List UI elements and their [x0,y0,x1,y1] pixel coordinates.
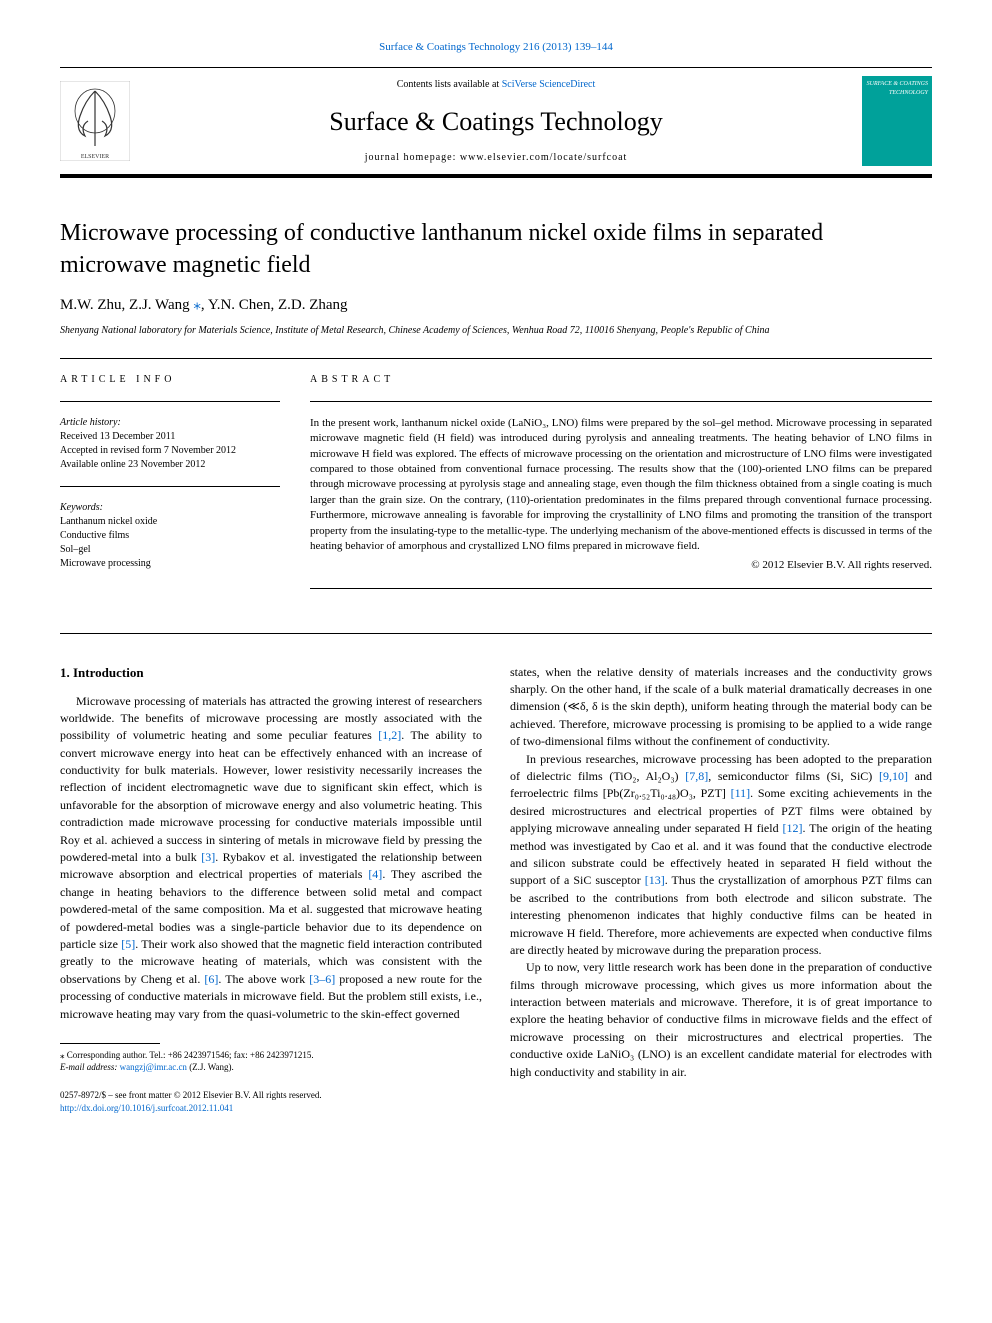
article-info-heading: ARTICLE INFO [60,373,280,387]
body-paragraph: In previous researches, microwave proces… [510,751,932,960]
citation-link[interactable]: [9,10] [879,769,908,783]
citation-link[interactable]: [5] [121,937,135,951]
citation-link[interactable]: [3] [201,850,215,864]
issn-line: 0257-8972/$ – see front matter © 2012 El… [60,1089,482,1102]
citation-link[interactable]: [3–6] [309,972,335,986]
body-paragraph: states, when the relative density of mat… [510,664,932,751]
left-column: 1. Introduction Microwave processing of … [60,664,482,1116]
title-section: Microwave processing of conductive lanth… [60,218,932,337]
divider [60,358,932,359]
homepage-prefix: journal homepage: [365,152,460,163]
abstract-heading: ABSTRACT [310,373,932,387]
body-two-column: 1. Introduction Microwave processing of … [60,664,932,1116]
info-abstract-row: ARTICLE INFO Article history: Received 1… [60,373,932,603]
section-heading: 1. Introduction [60,664,482,683]
keyword: Conductive films [60,529,280,543]
header-bar: ELSEVIER Contents lists available at Sci… [60,67,932,178]
divider [310,588,932,589]
page-container: Surface & Coatings Technology 216 (2013)… [0,0,992,1155]
elsevier-logo: ELSEVIER [60,81,130,161]
text-run: . The ability to convert microwave energ… [60,728,482,864]
authors-first: M.W. Zhu, Z.J. Wang [60,297,190,313]
article-info-column: ARTICLE INFO Article history: Received 1… [60,373,280,603]
citation-link[interactable]: [12] [782,821,802,835]
body-paragraph: Microwave processing of materials has at… [60,693,482,1023]
right-column: states, when the relative density of mat… [510,664,932,1116]
abstract-text: In the present work, lanthanum nickel ox… [310,416,932,555]
email-line: E-mail address: wangzj@imr.ac.cn (Z.J. W… [60,1062,482,1074]
authors-rest: , Y.N. Chen, Z.D. Zhang [201,297,348,313]
homepage-url: www.elsevier.com/locate/surfcoat [460,152,627,163]
available-date: Available online 23 November 2012 [60,458,280,472]
corresponding-footnote: ⁎ Corresponding author. Tel.: +86 242397… [60,1050,482,1073]
divider [60,486,280,487]
keyword: Microwave processing [60,557,280,571]
abstract-copyright: © 2012 Elsevier B.V. All rights reserved… [310,558,932,573]
contents-line: Contents lists available at SciVerse Sci… [130,78,862,92]
text-run: , semiconductor films (Si, SiC) [708,769,879,783]
body-paragraph: Up to now, very little research work has… [510,959,932,1081]
doi-link[interactable]: http://dx.doi.org/10.1016/j.surfcoat.201… [60,1103,233,1113]
journal-citation-link[interactable]: Surface & Coatings Technology 216 (2013)… [379,41,613,53]
citation-link[interactable]: [7,8] [685,769,708,783]
corresponding-mark: ⁎ [193,297,201,313]
keyword: Sol–gel [60,543,280,557]
history-label: Article history: [60,416,280,430]
keywords-label: Keywords: [60,501,280,515]
journal-name: Surface & Coatings Technology [130,104,862,140]
divider [310,401,932,402]
sciverse-link[interactable]: SciVerse ScienceDirect [502,79,596,90]
divider [60,401,280,402]
email-label: E-mail address: [60,1062,120,1072]
email-suffix: (Z.J. Wang). [187,1062,234,1072]
citation-link[interactable]: [1,2] [378,728,401,742]
svg-text:ELSEVIER: ELSEVIER [81,154,109,160]
journal-citation: Surface & Coatings Technology 216 (2013)… [60,40,932,55]
citation-link[interactable]: [4] [368,867,382,881]
header-center: Contents lists available at SciVerse Sci… [130,78,862,164]
text-run: . The above work [218,972,309,986]
abstract-column: ABSTRACT In the present work, lanthanum … [310,373,932,603]
bottom-meta: 0257-8972/$ – see front matter © 2012 El… [60,1089,482,1115]
divider [60,633,932,634]
citation-link[interactable]: [11] [731,786,751,800]
contents-prefix: Contents lists available at [397,79,502,90]
homepage-line: journal homepage: www.elsevier.com/locat… [130,151,862,165]
elsevier-tree-icon: ELSEVIER [60,81,130,161]
received-date: Received 13 December 2011 [60,430,280,444]
citation-link[interactable]: [13] [645,873,665,887]
journal-cover-thumbnail: SURFACE & COATINGS TECHNOLOGY [862,76,932,166]
article-title: Microwave processing of conductive lanth… [60,218,932,280]
corr-author-line: ⁎ Corresponding author. Tel.: +86 242397… [60,1050,482,1062]
email-link[interactable]: wangzj@imr.ac.cn [120,1062,187,1072]
accepted-date: Accepted in revised form 7 November 2012 [60,444,280,458]
cover-title-text: SURFACE & COATINGS TECHNOLOGY [862,76,932,101]
affiliation: Shenyang National laboratory for Materia… [60,324,932,338]
keyword: Lanthanum nickel oxide [60,515,280,529]
authors-line: M.W. Zhu, Z.J. Wang ⁎, Y.N. Chen, Z.D. Z… [60,295,932,316]
citation-link[interactable]: [6] [204,972,218,986]
footnote-separator [60,1043,160,1044]
